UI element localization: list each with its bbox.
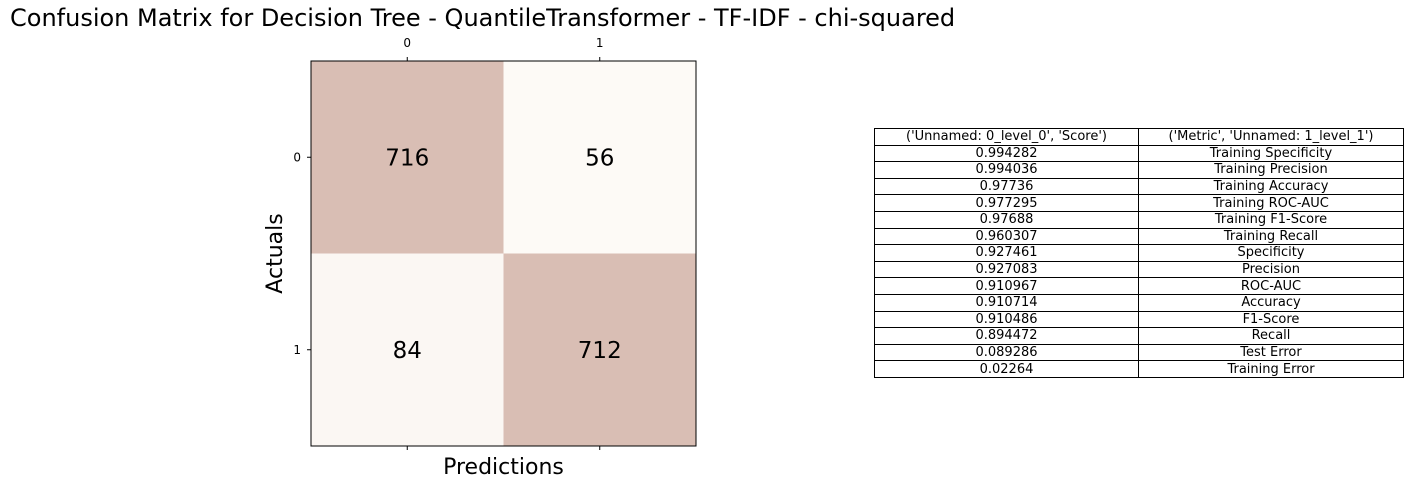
table-cell: 0.910967 — [874, 277, 1139, 295]
table-cell: 0.894472 — [874, 327, 1139, 345]
y-tick-label: 1 — [293, 343, 301, 357]
table-cell: Specificity — [1138, 244, 1404, 262]
table-cell: 0.089286 — [874, 343, 1139, 362]
table-cell: 0.960307 — [874, 227, 1139, 246]
table-cell: 0.910714 — [874, 293, 1139, 312]
x-axis-label: Predictions — [443, 455, 564, 480]
chart-title: Confusion Matrix for Decision Tree - Qua… — [10, 4, 956, 32]
table-cell: Training Accuracy — [1138, 177, 1404, 196]
table-row: 0.089286 Test Error — [874, 343, 1404, 362]
matrix-cell — [503, 253, 696, 446]
x-tick-label: 0 — [403, 36, 411, 50]
y-axis-label: Actuals — [263, 213, 288, 293]
matrix-cell — [311, 61, 504, 254]
table-row: 0.894472 Recall — [874, 327, 1404, 345]
metrics-table: ('Unnamed: 0_level_0', 'Score') ('Metric'… — [874, 128, 1404, 378]
plot-frame — [310, 60, 697, 447]
table-row: 0.960307 Training Recall — [874, 227, 1404, 246]
cell-value-label: 716 — [385, 145, 429, 171]
table-cell: ROC-AUC — [1138, 277, 1404, 295]
table-row: 0.927461 Specificity — [874, 244, 1404, 262]
table-row: 0.994282 Training Specificity — [874, 144, 1404, 163]
table-row: 0.977295 Training ROC-AUC — [874, 194, 1404, 212]
table-cell: 0.02264 — [874, 360, 1139, 378]
table-cell: F1-Score — [1138, 310, 1404, 329]
table-cell: Training F1-Score — [1138, 210, 1404, 229]
table-cell: Training Error — [1138, 360, 1404, 378]
table-cell: 0.977295 — [874, 194, 1139, 212]
matrix-cell — [311, 253, 504, 446]
table-cell: 0.994036 — [874, 161, 1139, 179]
table-row: 0.97736 Training Accuracy — [874, 177, 1404, 196]
cell-value-label: 56 — [585, 145, 614, 171]
table-cell: 0.97736 — [874, 177, 1139, 196]
table-cell: 0.927083 — [874, 260, 1139, 279]
table-cell: 0.910486 — [874, 310, 1139, 329]
table-header-cell: ('Unnamed: 0_level_0', 'Score') — [874, 128, 1139, 146]
cell-value-label: 712 — [578, 338, 622, 364]
table-row: 0.910967 ROC-AUC — [874, 277, 1404, 295]
table-cell: Training Recall — [1138, 227, 1404, 246]
table-cell: Training ROC-AUC — [1138, 194, 1404, 212]
table-row: 0.994036 Training Precision — [874, 161, 1404, 179]
table-cell: Accuracy — [1138, 293, 1404, 312]
y-tick-label: 0 — [293, 150, 301, 164]
table-row: 0.02264 Training Error — [874, 360, 1404, 378]
x-tick-label: 1 — [596, 36, 604, 50]
cell-value-label: 84 — [393, 338, 422, 364]
confusion-matrix: 716 56 84 712 0 1 0 1 Predictions Actuals — [263, 36, 697, 480]
table-row: 0.97688 Training F1-Score — [874, 210, 1404, 229]
table-row: 0.927083 Precision — [874, 260, 1404, 279]
table-cell: Precision — [1138, 260, 1404, 279]
matrix-cell — [503, 61, 696, 254]
table-row: 0.910714 Accuracy — [874, 293, 1404, 312]
table-header-row: ('Unnamed: 0_level_0', 'Score') ('Metric'… — [874, 128, 1404, 146]
table-header-cell: ('Metric', 'Unnamed: 1_level_1') — [1138, 128, 1404, 146]
table-cell: Test Error — [1138, 343, 1404, 362]
table-cell: Training Precision — [1138, 161, 1404, 179]
table-cell: 0.97688 — [874, 210, 1139, 229]
table-cell: Recall — [1138, 327, 1404, 345]
table-cell: 0.927461 — [874, 244, 1139, 262]
table-cell: 0.994282 — [874, 144, 1139, 163]
table-row: 0.910486 F1-Score — [874, 310, 1404, 329]
table-cell: Training Specificity — [1138, 144, 1404, 163]
